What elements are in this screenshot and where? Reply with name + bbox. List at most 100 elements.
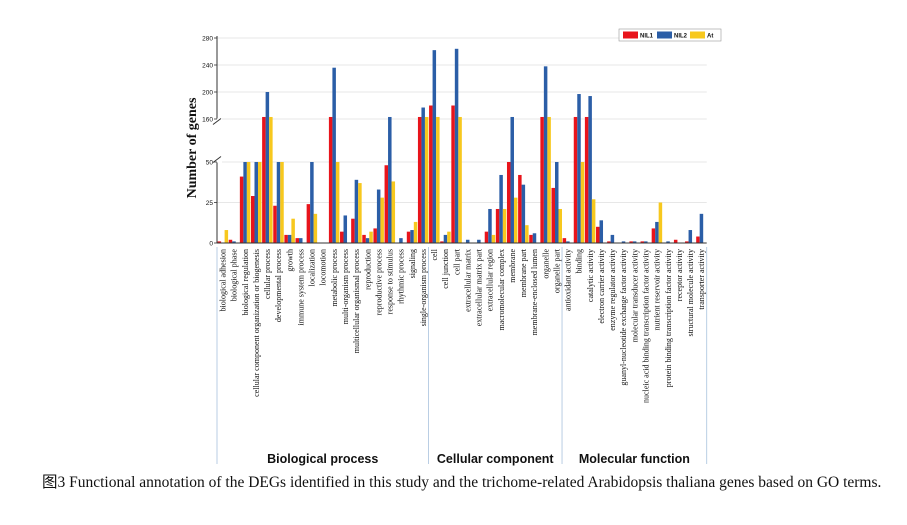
bar-nil2 [699, 213, 704, 243]
bar-nil2 [376, 189, 381, 243]
bar-nil2 [644, 241, 648, 243]
bar-at [458, 116, 462, 243]
bar-at [525, 225, 529, 243]
group-label: Biological process [267, 452, 378, 466]
x-tick-label: binding [575, 249, 584, 273]
x-tick-label: enzyme regulator activity [608, 249, 617, 331]
x-tick-label: catalytic activity [586, 249, 595, 302]
y-tick-label: 280 [202, 36, 213, 43]
bar-nil1 [518, 174, 522, 243]
legend-swatch-at [690, 31, 705, 39]
y-tick-label: 200 [202, 90, 213, 97]
bar-nil2 [510, 116, 514, 243]
x-tick-label: electron carrier activity [597, 249, 606, 324]
bar-nil1 [540, 116, 544, 243]
x-tick-label: growth [285, 249, 294, 272]
x-tick-label: antioxidant activity [564, 249, 573, 311]
x-tick-label: biological adhesion [219, 249, 228, 311]
x-tick-label: organelle part [552, 248, 561, 293]
bar-at [547, 116, 551, 243]
x-tick-label: nucleic acid binding transcription facto… [642, 249, 651, 403]
x-tick-labels: biological adhesion biological phase biolo… [219, 248, 707, 403]
x-tick-label: single-organism process [419, 249, 428, 326]
figure-caption: 图3 Functional annotation of the DEGs ide… [42, 474, 882, 491]
x-tick-label: developmental process [274, 249, 283, 322]
bar-nil1 [373, 228, 377, 243]
x-tick-label: extracellular region [486, 249, 495, 311]
bar-nil2 [477, 239, 481, 243]
bar-nil1 [651, 228, 656, 243]
legend: NIL1 NIL2 At [618, 28, 722, 42]
x-tick-label: reproductive process [374, 249, 383, 315]
bar-at [391, 181, 396, 243]
bar-nil1 [384, 165, 389, 243]
bar-nil2 [299, 238, 303, 243]
bar-nil2 [465, 239, 470, 243]
bar-nil1 [551, 187, 555, 243]
x-tick-label: cellular process [263, 249, 272, 299]
bar-nil1 [484, 231, 489, 243]
bar-nil2 [521, 184, 526, 243]
bar-nil1 [284, 234, 288, 243]
x-tick-label: cell part [452, 248, 461, 275]
axis-break-gap [212, 118, 222, 163]
x-tick-label: structural molecule activity [686, 249, 695, 337]
bar-nil2 [666, 241, 670, 243]
bar-nil2 [488, 208, 492, 243]
y-tick-label: 25 [206, 200, 214, 207]
bar-nil1 [217, 241, 222, 243]
bar-nil2 [621, 241, 626, 243]
bar-nil1 [250, 196, 255, 243]
x-tick-label: immune system process [296, 249, 305, 325]
bar-nil2 [599, 220, 604, 243]
bar-at [502, 208, 507, 243]
bar-at [436, 116, 440, 243]
bar-nil2 [365, 238, 370, 243]
bar-nil2 [432, 50, 437, 244]
bar-nil1 [562, 238, 567, 243]
bar-at [224, 230, 229, 243]
x-tick-label: guanyl-nucleotide exchange factor activi… [619, 249, 628, 386]
x-tick-label: molecular transducer activity [630, 249, 639, 342]
bar-nil2 [588, 96, 592, 243]
bar-nil1 [262, 116, 266, 243]
bar-nil1 [351, 218, 355, 243]
x-tick-label: multi-organism process [341, 249, 350, 324]
bar-nil2 [410, 230, 414, 243]
bar-nil2 [443, 234, 448, 243]
bar-nil2 [577, 94, 581, 244]
bar-nil2 [532, 233, 537, 243]
bar-nil2 [232, 241, 236, 243]
bar-at [591, 199, 596, 243]
bar-nil2 [610, 234, 615, 243]
bar-nil2 [354, 179, 359, 243]
bar-nil2 [254, 162, 258, 243]
bar-nil1 [495, 208, 500, 243]
bar-nil2 [399, 238, 403, 243]
bar-nil1 [584, 116, 589, 243]
bar-nil1 [406, 231, 411, 243]
bar-nil2 [287, 234, 292, 243]
y-tick-label: 240 [202, 63, 213, 70]
bar-nil2 [421, 107, 425, 244]
legend-label: NIL2 [674, 34, 688, 40]
bar-at [291, 218, 295, 243]
legend-label: At [707, 34, 713, 40]
x-tick-label: signaling [408, 249, 417, 278]
x-tick-label: cell [430, 248, 439, 260]
group-label: Cellular component [437, 452, 555, 466]
bar-nil2 [310, 162, 314, 243]
bar-nil2 [655, 221, 659, 243]
legend-swatch-nil1 [623, 31, 638, 39]
x-tick-label: rhythmic process [397, 249, 406, 304]
bar-nil2 [543, 66, 548, 243]
x-tick-label: response to stimulus [386, 249, 395, 314]
bar-nil2 [276, 162, 281, 243]
bar-nil1 [696, 236, 700, 243]
bar-nil1 [440, 241, 444, 243]
bar-nil1 [429, 105, 433, 243]
x-tick-label: nutrient reservoir activity [653, 249, 662, 330]
bar-at [246, 162, 251, 243]
y-tick-labels: 0 25 50 160 200 240 280 [202, 36, 217, 248]
